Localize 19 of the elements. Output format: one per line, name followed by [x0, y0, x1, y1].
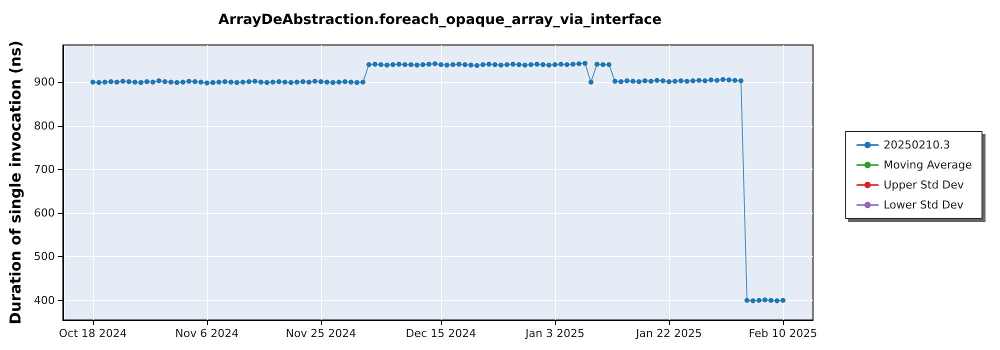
y-axis-title: Duration of single invocation (ns)	[6, 40, 24, 324]
x-tick-label: Feb 10 2025	[748, 327, 818, 340]
legend-label: Upper Std Dev	[884, 178, 964, 192]
x-tick-label: Jan 22 2025	[635, 327, 702, 340]
x-tick-label: Oct 18 2024	[58, 327, 127, 340]
chart-title: ArrayDeAbstraction.foreach_opaque_array_via_interface	[218, 12, 662, 28]
x-tick-label: Jan 3 2025	[524, 327, 584, 340]
y-tick-label: 900	[34, 76, 55, 89]
legend-label: Moving Average	[884, 158, 972, 172]
y-tick-label: 500	[34, 250, 55, 264]
y-tick-label: 700	[34, 162, 55, 176]
legend-label: 20250210.3	[884, 138, 950, 152]
legend-label: Lower Std Dev	[884, 198, 964, 212]
y-tick-label: 400	[34, 294, 55, 307]
x-tick-label: Nov 25 2024	[286, 327, 356, 340]
x-tick-label: Dec 15 2024	[406, 327, 476, 340]
x-tick-label: Nov 6 2024	[175, 327, 239, 340]
y-tick-label: 800	[34, 119, 55, 132]
y-tick-label: 600	[34, 206, 55, 220]
